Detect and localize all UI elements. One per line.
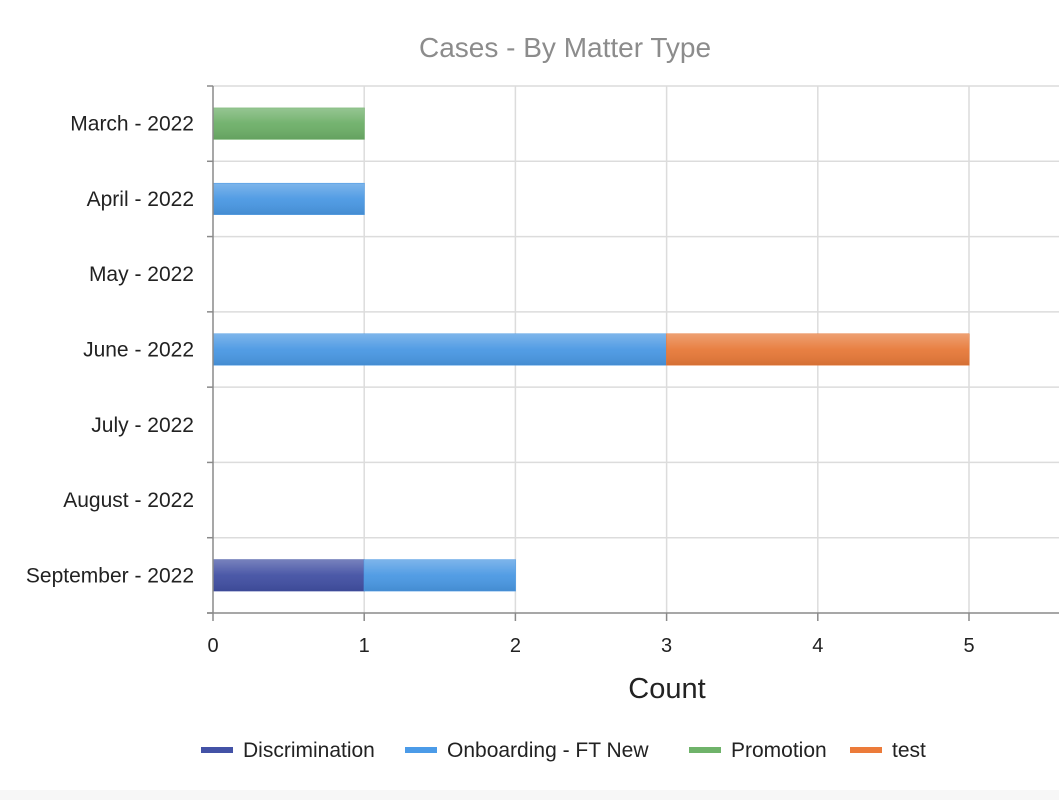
y-tick-label-4: July - 2022 bbox=[91, 414, 194, 437]
y-tick-label-1: April - 2022 bbox=[87, 188, 194, 211]
x-tick-label-2: 2 bbox=[510, 635, 521, 657]
x-tick-label-1: 1 bbox=[359, 635, 370, 657]
x-tick-label-4: 4 bbox=[812, 635, 823, 657]
bars bbox=[212, 107, 970, 592]
y-tick-label-2: May - 2022 bbox=[89, 263, 194, 286]
x-tick-label-5: 5 bbox=[963, 635, 974, 657]
chart-title: Cases - By Matter Type bbox=[419, 32, 711, 63]
bar-1-6[interactable] bbox=[363, 559, 516, 592]
bar-1-1[interactable] bbox=[212, 182, 365, 215]
legend-swatch-2[interactable] bbox=[689, 747, 721, 753]
x-axis-title: Count bbox=[628, 673, 705, 705]
x-tick-label-0: 0 bbox=[207, 635, 218, 657]
bar-3-3[interactable] bbox=[666, 333, 970, 366]
y-tick-label-3: June - 2022 bbox=[83, 339, 194, 362]
legend-label-3[interactable]: test bbox=[892, 739, 926, 762]
y-tick-label-5: August - 2022 bbox=[63, 489, 194, 512]
legend-label-0[interactable]: Discrimination bbox=[243, 739, 375, 762]
axes: March - 2022 April - 2022 May - 2022 June -… bbox=[26, 85, 1059, 657]
legend-swatch-3[interactable] bbox=[850, 747, 882, 753]
y-tick-label-0: March - 2022 bbox=[70, 113, 194, 136]
bar-2-0[interactable] bbox=[212, 107, 365, 140]
bar-0-6[interactable] bbox=[212, 559, 365, 592]
legend-swatch-0[interactable] bbox=[201, 747, 233, 753]
legend-swatch-1[interactable] bbox=[405, 747, 437, 753]
legend-label-2[interactable]: Promotion bbox=[731, 739, 827, 762]
y-tick-label-6: September - 2022 bbox=[26, 564, 194, 587]
legend-label-1[interactable]: Onboarding - FT New bbox=[447, 739, 649, 762]
x-tick-label-3: 3 bbox=[661, 635, 672, 657]
bar-1-3[interactable] bbox=[212, 333, 668, 366]
legend: Discrimination Onboarding - FT New Promoti… bbox=[201, 739, 926, 762]
